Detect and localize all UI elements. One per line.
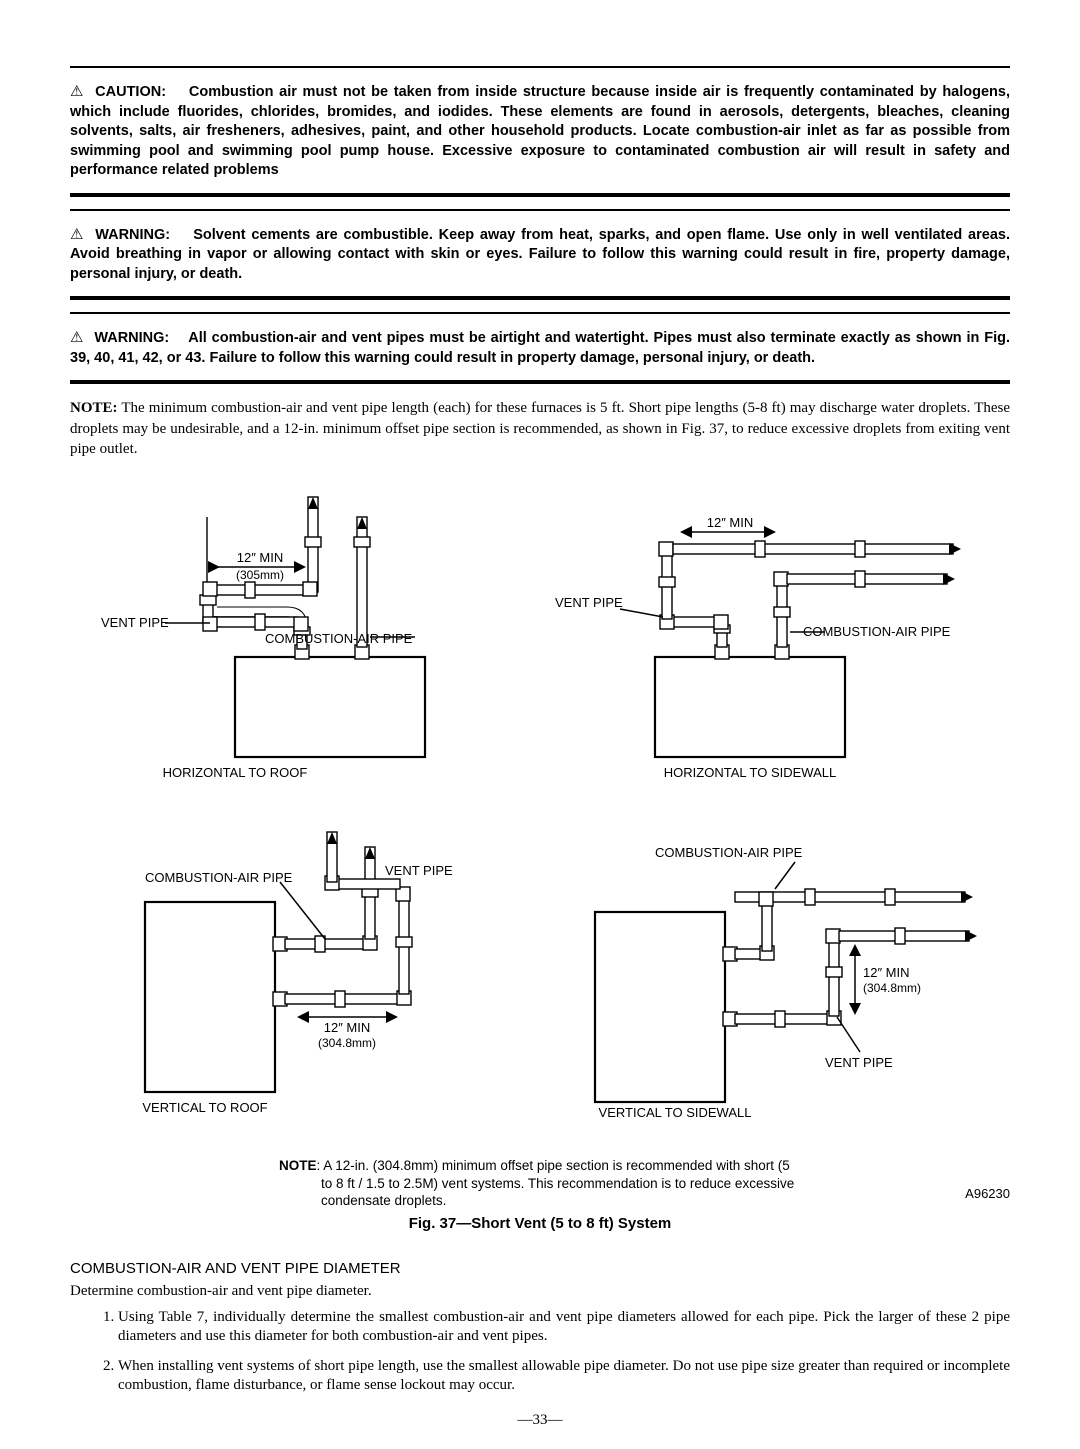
vent-pipe-label: VENT PIPE <box>385 863 453 878</box>
rule <box>70 209 1010 211</box>
caution-label: CAUTION: <box>95 84 166 100</box>
note-label: NOTE: <box>70 400 118 416</box>
warning1-text: Solvent cements are combustible. Keep aw… <box>70 227 1010 282</box>
caption-h-roof: HORIZONTAL TO ROOF <box>163 765 308 780</box>
comb-pipe-label: COMBUSTION-AIR PIPE <box>265 631 413 646</box>
step-1: Using Table 7, individually determine th… <box>118 1308 1010 1347</box>
diagram-horizontal-roof: 12″ MIN (305mm) VENT PIPE COMBUSTION-AIR… <box>95 477 505 787</box>
rule <box>70 193 1010 197</box>
dim-12min: 12″ MIN <box>237 550 284 565</box>
comb-pipe-label: COMBUSTION-AIR PIPE <box>145 870 293 885</box>
vent-pipe-label: VENT PIPE <box>825 1055 893 1070</box>
warning2-text: All combustion-air and vent pipes must b… <box>70 330 1010 366</box>
dim-12min: 12″ MIN <box>324 1020 371 1035</box>
warning-icon: ⚠ <box>70 225 83 245</box>
comb-pipe-label: COMBUSTION-AIR PIPE <box>655 845 803 860</box>
section-lead: Determine combustion-air and vent pipe d… <box>70 1283 1010 1300</box>
warning1-box: ⚠ WARNING: Solvent cements are combustib… <box>70 217 1010 293</box>
rule <box>70 312 1010 314</box>
diagram-vertical-sidewall: 12″ MIN (304.8mm) COMBUSTION-AIR PIPE VE… <box>555 817 995 1127</box>
figure-note-label: NOTE <box>279 1158 317 1173</box>
dim-12min-mm: (304.8mm) <box>318 1036 376 1050</box>
note-text: The minimum combustion-air and vent pipe… <box>70 400 1010 457</box>
figure-row-2: 12″ MIN (304.8mm) COMBUSTION-AIR PIPE VE… <box>85 817 995 1127</box>
dim-12min-mm: (305mm) <box>236 568 284 582</box>
figure-ref: A96230 <box>70 1186 1010 1201</box>
vent-pipe-label: VENT PIPE <box>101 615 169 630</box>
figure-row-1: 12″ MIN (305mm) VENT PIPE COMBUSTION-AIR… <box>95 477 985 787</box>
caption-h-side: HORIZONTAL TO SIDEWALL <box>664 765 836 780</box>
figure-caption: Fig. 37—Short Vent (5 to 8 ft) System <box>409 1215 672 1232</box>
figure-37: 12″ MIN (305mm) VENT PIPE COMBUSTION-AIR… <box>70 477 1010 1250</box>
dim-12min: 12″ MIN <box>863 965 910 980</box>
warning-icon: ⚠ <box>70 328 83 348</box>
caution-text: Combustion air must not be taken from in… <box>70 84 1010 178</box>
rule <box>70 66 1010 68</box>
caption-v-roof: VERTICAL TO ROOF <box>142 1100 267 1115</box>
dim-12min-mm: (304.8mm) <box>863 981 921 995</box>
warning2-label: WARNING: <box>94 330 169 346</box>
caution-icon: ⚠ <box>70 82 83 102</box>
figure-note: NOTE: A 12-in. (304.8mm) minimum offset … <box>321 1157 801 1210</box>
warning2-box: ⚠ WARNING: All combustion-air and vent p… <box>70 320 1010 376</box>
steps-list: Using Table 7, individually determine th… <box>118 1308 1010 1396</box>
note-block: NOTE: The minimum combustion-air and ven… <box>70 398 1010 459</box>
caution-box: ⚠ CAUTION: Combustion air must not be ta… <box>70 74 1010 189</box>
dim-12min: 12″ MIN <box>707 515 754 530</box>
warning1-label: WARNING: <box>95 227 170 243</box>
diagram-horizontal-sidewall: 12″ MIN VENT PIPE COMBUSTION-AIR PIPE HO… <box>555 477 985 787</box>
page-number: —33— <box>70 1412 1010 1429</box>
vent-pipe-label: VENT PIPE <box>555 595 623 610</box>
step-2: When installing vent systems of short pi… <box>118 1357 1010 1396</box>
rule <box>70 296 1010 300</box>
comb-pipe-label: COMBUSTION-AIR PIPE <box>803 624 951 639</box>
rule <box>70 380 1010 384</box>
section-heading: COMBUSTION-AIR AND VENT PIPE DIAMETER <box>70 1260 1010 1277</box>
caption-v-side: VERTICAL TO SIDEWALL <box>599 1105 752 1120</box>
diagram-vertical-roof: 12″ MIN (304.8mm) COMBUSTION-AIR PIPE VE… <box>85 817 505 1127</box>
